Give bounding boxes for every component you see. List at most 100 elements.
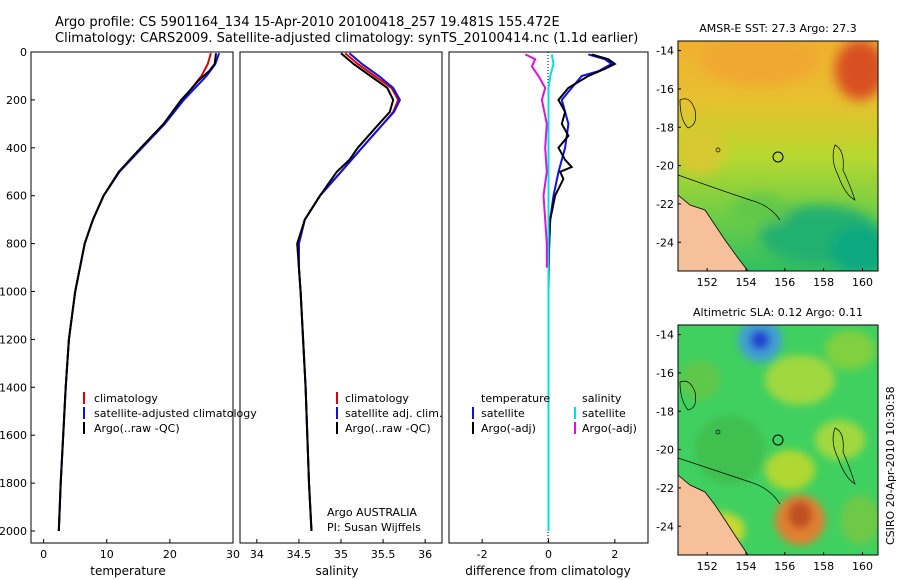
sst-map-image [678, 41, 878, 271]
timestamp-stamp: CSIRO 20-Apr-2010 10:30:58 [884, 386, 897, 545]
map-x-tick-label: 158 [813, 560, 834, 573]
series-line-argo-raw-qc [57, 53, 217, 532]
sla-map-axes: 152 154 156 158 160 -14 -16 -18 -20 -22 -24 [656, 329, 873, 573]
temperature-xlabel: temperature [90, 564, 165, 578]
y-tick-label: 400 [6, 142, 27, 155]
map-x-tick-label: 160 [852, 560, 873, 573]
legend-label-argo: Argo(..raw -QC) [345, 422, 431, 435]
legend-label-climatology: climatology [345, 392, 409, 405]
legend-label-temp-satellite: satellite [481, 407, 525, 420]
y-tick-label: 200 [6, 94, 27, 107]
salinity-axes-frame [239, 51, 443, 544]
x-tick-label: 20 [163, 548, 177, 561]
map-y-tick-label: -24 [656, 236, 674, 249]
y-tick-label: 2000 [0, 525, 27, 538]
x-tick-label: 34 [250, 548, 264, 561]
map-y-tick-label: -20 [656, 444, 674, 457]
figure-title-line1: Argo profile: CS 5901164_134 15-Apr-2010… [55, 15, 560, 30]
map-x-tick-label: 158 [813, 276, 834, 289]
temperature-x-axis: 0 10 20 30 [40, 539, 240, 561]
difference-panel: -2 0 2 difference from climatology tempera… [448, 51, 649, 578]
series-line-temperature-argo-adj [547, 53, 617, 531]
sla-map-panel: Altimetric SLA: 0.12 Argo: 0.11 [656, 306, 879, 573]
temperature-panel: 0 200 400 600 800 1000 1200 1400 1600 1800 2000 0 1… [0, 46, 257, 578]
y-tick-label: 1800 [0, 477, 27, 490]
temperature-legend: climatology satellite-adjusted climatolo… [83, 392, 257, 435]
legend-label-climatology: climatology [94, 392, 158, 405]
map-y-tick-label: -22 [656, 198, 674, 211]
y-tick-label: 600 [6, 190, 27, 203]
map-x-tick-label: 152 [697, 560, 718, 573]
legend-label-sal-argo: Argo(-adj) [582, 422, 637, 435]
map-y-tick-label: -24 [656, 520, 674, 533]
legend-label-satellite: satellite-adjusted climatology [94, 407, 257, 420]
salinity-x-axis: 34 34.5 35 35.5 36 [250, 539, 432, 561]
x-tick-label: 36 [418, 548, 432, 561]
map-x-tick-label: 156 [774, 276, 795, 289]
map-y-tick-label: -16 [656, 367, 674, 380]
figure-title-line2: Climatology: CARS2009. Satellite-adjuste… [55, 31, 638, 46]
legend-label-satellite: satellite adj. clim. [345, 407, 442, 420]
legend-label-temp-argo: Argo(-adj) [481, 422, 536, 435]
difference-xlabel: difference from climatology [465, 564, 631, 578]
x-tick-label: 2 [611, 548, 618, 561]
difference-x-axis: -2 0 2 [477, 539, 618, 561]
series-line-temperature-satellite [547, 53, 614, 531]
series-line-satellite [297, 52, 402, 532]
y-tick-label: 0 [20, 46, 27, 59]
map-x-tick-label: 160 [852, 276, 873, 289]
legend-title-salinity: salinity [582, 392, 622, 405]
sst-float-marker [772, 151, 784, 163]
map-y-tick-label: -18 [656, 405, 674, 418]
series-line-satellite [57, 52, 221, 532]
y-tick-label: 1600 [0, 429, 27, 442]
salinity-panel: 34 34.5 35 35.5 36 salinity climatology sate… [239, 51, 443, 578]
sla-float-marker [772, 434, 784, 446]
map-y-tick-label: -16 [656, 83, 674, 96]
map-x-tick-label: 154 [735, 276, 756, 289]
y-tick-label: 800 [6, 238, 27, 251]
y-tick-label: 1400 [0, 381, 27, 394]
salinity-lines [296, 52, 402, 532]
map-x-tick-label: 152 [697, 276, 718, 289]
temperature-axes-frame [30, 51, 234, 544]
difference-lines [524, 53, 617, 531]
credit-pi: PI: Susan Wijffels [327, 521, 421, 534]
legend-label-argo: Argo(..raw -QC) [94, 422, 180, 435]
legend-label-sal-satellite: satellite [582, 407, 626, 420]
series-line-climatology [57, 52, 212, 532]
x-tick-label: 0 [40, 548, 47, 561]
legend-title-temperature: temperature [481, 392, 550, 405]
sst-map-title: AMSR-E SST: 27.3 Argo: 27.3 [699, 22, 857, 35]
x-tick-label: 10 [100, 548, 114, 561]
x-tick-label: 34.5 [287, 548, 312, 561]
series-line-salinity-argo-adj [524, 53, 548, 268]
sst-map-axes: 152 154 156 158 160 -14 -16 -18 -20 -22 -24 [656, 45, 873, 289]
map-y-tick-label: -14 [656, 329, 674, 342]
y-tick-label: 1000 [0, 286, 27, 299]
salinity-xlabel: salinity [315, 564, 358, 578]
sla-map-title: Altimetric SLA: 0.12 Argo: 0.11 [693, 306, 863, 319]
map-y-tick-label: -20 [656, 160, 674, 173]
y-tick-label: 1200 [0, 333, 27, 346]
temperature-y-axis: 0 200 400 600 800 1000 1200 1400 1600 1800 2000 [0, 46, 35, 538]
credit-argo-australia: Argo AUSTRALIA [327, 506, 417, 519]
salinity-legend: climatology satellite adj. clim. Argo(..… [336, 392, 442, 435]
series-line-salinity-satellite [547, 54, 555, 531]
sla-map-image [678, 325, 878, 555]
x-tick-label: -2 [477, 548, 488, 561]
sst-map-panel: AMSR-E SST: 27.3 Argo: 27.3 152 154 156 158… [656, 22, 879, 289]
series-line-argo-raw-qc [296, 52, 395, 532]
temperature-lines [57, 52, 221, 532]
map-x-tick-label: 156 [774, 560, 795, 573]
map-y-tick-label: -22 [656, 482, 674, 495]
x-tick-label: 35.5 [371, 548, 396, 561]
x-tick-label: 30 [226, 548, 240, 561]
map-y-tick-label: -14 [656, 45, 674, 58]
map-x-tick-label: 154 [735, 560, 756, 573]
x-tick-label: 35 [334, 548, 348, 561]
map-y-tick-label: -18 [656, 121, 674, 134]
x-tick-label: 0 [545, 548, 552, 561]
difference-legend: temperature satellite Argo(-adj) salinit… [472, 392, 637, 435]
